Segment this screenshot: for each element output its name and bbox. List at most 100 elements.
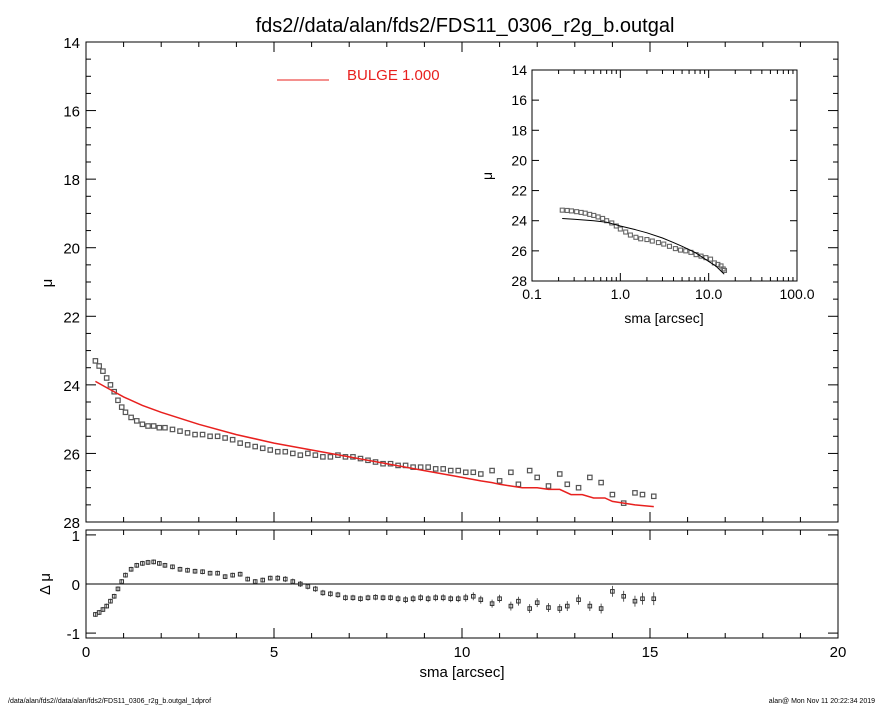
- inset-data-point: [568, 208, 575, 214]
- footer-user-timestamp: alan@ Mon Nov 11 20:22:34 2019: [768, 698, 875, 705]
- inset-y-tick-label: 22: [511, 183, 527, 199]
- residual-data-point: [546, 605, 551, 610]
- x-tick-label: 10: [454, 644, 471, 661]
- residual-data-point: [418, 595, 423, 601]
- main-data-point: [222, 435, 228, 441]
- residual-data-point: [115, 586, 121, 592]
- residual-data-point: [463, 595, 469, 601]
- residual-data-point: [516, 598, 521, 604]
- inset-data-points: [559, 207, 728, 274]
- residual-data-point: [448, 596, 454, 602]
- inset-data-point: [638, 236, 644, 242]
- main-data-point: [214, 433, 221, 440]
- inset-data-point: [683, 248, 689, 254]
- residual-data-point: [380, 595, 386, 601]
- residual-data-point: [151, 559, 156, 565]
- main-data-point: [455, 467, 462, 474]
- main-plot: 14 16 18 20 22 24 26 28 μ BULGE 1.000: [39, 35, 839, 532]
- main-data-point: [169, 426, 176, 433]
- main-data-point: [150, 423, 157, 429]
- inset-y-axis: 14 16 18 20 22 24 26 28: [511, 62, 797, 289]
- main-data-point: [229, 436, 236, 443]
- main-data-point: [508, 469, 514, 476]
- main-data-point: [145, 423, 151, 429]
- x-tick-label: 15: [642, 644, 659, 661]
- inset-data-point: [661, 241, 667, 247]
- main-data-point: [425, 464, 431, 470]
- main-plot-frame: [85, 41, 839, 523]
- main-data-point: [410, 464, 416, 470]
- footer-file-path: /data/alan/fds2//data/alan/fds2/FDS11_03…: [8, 698, 212, 705]
- x-axis-label: sma [arcsec]: [419, 664, 504, 681]
- inset-data-point: [627, 232, 633, 238]
- main-y-tick-label: 16: [63, 104, 80, 121]
- main-data-point: [111, 388, 118, 395]
- residual-data-point: [320, 590, 326, 596]
- main-data-point: [122, 409, 129, 416]
- main-data-point: [103, 375, 110, 381]
- inset-x-axis-label: sma [arcsec]: [624, 310, 703, 326]
- main-data-point: [118, 404, 125, 410]
- residual-data-point: [598, 606, 604, 611]
- main-data-point: [259, 445, 266, 452]
- residual-data-point: [140, 561, 145, 566]
- main-data-point: [92, 358, 99, 364]
- residual-data-point: [305, 584, 311, 589]
- inset-data-point: [617, 226, 623, 232]
- main-data-point: [282, 448, 289, 455]
- main-data-point: [115, 397, 121, 404]
- residual-data-point: [632, 598, 638, 604]
- residual-data-point: [170, 564, 175, 570]
- residual-y-tick-label: 0: [72, 577, 80, 594]
- residual-data-point: [610, 589, 615, 594]
- inset-data-point: [644, 237, 650, 243]
- residual-data-point: [100, 607, 106, 612]
- residual-data-point: [177, 566, 183, 572]
- legend-label: BULGE 1.000: [347, 67, 440, 84]
- residual-data-point: [128, 566, 134, 572]
- residual-data-point: [455, 596, 461, 602]
- inset-data-point: [649, 238, 655, 244]
- residual-data-point: [134, 563, 140, 568]
- residual-data-point: [282, 576, 288, 582]
- residual-data-point: [313, 586, 318, 592]
- main-data-point: [252, 443, 259, 450]
- residual-data-point: [335, 592, 341, 598]
- main-data-point: [237, 440, 243, 446]
- residual-data-point: [440, 595, 446, 601]
- residual-data-point: [527, 606, 532, 611]
- main-data-point: [575, 484, 582, 491]
- residual-y-axis-label: Δ μ: [37, 573, 54, 595]
- main-data-point: [526, 467, 533, 474]
- inset-data-point: [587, 211, 593, 217]
- inset-model-line: [562, 218, 725, 275]
- main-data-point: [139, 421, 146, 428]
- main-data-point: [312, 452, 319, 458]
- main-data-point: [598, 479, 604, 486]
- main-data-point: [609, 491, 616, 498]
- residual-data-point: [508, 603, 514, 609]
- residual-data-point: [403, 597, 408, 603]
- residual-data-point: [478, 597, 484, 603]
- inset-data-point: [666, 243, 673, 249]
- residual-data-point: [108, 598, 113, 604]
- residual-data-point: [230, 572, 235, 578]
- inset-data-point: [721, 267, 728, 274]
- main-y-axis: 14 16 18 20 22 24 26 28: [63, 35, 838, 532]
- main-data-point: [417, 464, 424, 470]
- main-bulge-model-line: [95, 380, 654, 508]
- inset-data-point: [604, 218, 610, 224]
- main-data-point: [290, 450, 296, 457]
- main-data-point: [440, 466, 447, 472]
- residual-data-point: [192, 568, 198, 574]
- residual-data-point: [145, 560, 151, 565]
- main-data-point: [177, 428, 183, 434]
- inset-data-point: [574, 209, 580, 215]
- main-data-point: [447, 467, 454, 474]
- main-data-point: [107, 382, 114, 388]
- residual-data-point: [410, 596, 416, 602]
- inset-y-tick-label: 14: [511, 62, 527, 78]
- residual-x-axis: 0 5 10 15 20: [82, 530, 846, 661]
- main-data-point: [133, 418, 140, 424]
- residual-data-point: [207, 570, 213, 576]
